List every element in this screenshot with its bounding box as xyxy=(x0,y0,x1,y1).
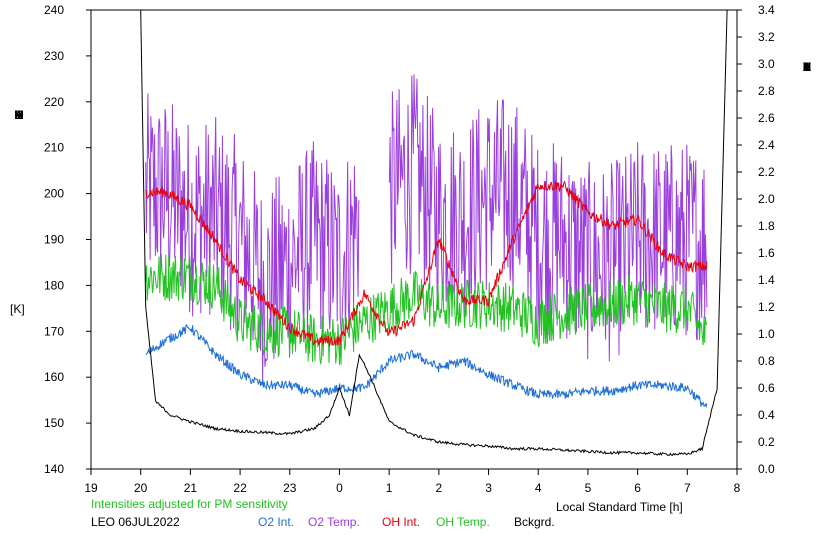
oh-int-line xyxy=(145,180,708,347)
axis-label-letter: T xyxy=(803,60,811,74)
y-right-tick-label: 1.2 xyxy=(758,300,775,314)
axis-label-letter: T xyxy=(15,108,23,122)
axis-label-letter: E xyxy=(802,60,811,74)
axis-label-letter: T xyxy=(803,60,811,74)
y-left-tick-label: 150 xyxy=(44,416,64,430)
oh-temp-line xyxy=(145,253,708,365)
y-left-tick-label: 160 xyxy=(44,370,64,384)
axis-label-letter: L xyxy=(803,60,811,74)
x-tick-label: 0 xyxy=(336,481,343,495)
y-right-tick-label: 3.2 xyxy=(758,30,775,44)
axis-label-letter: A xyxy=(802,60,811,74)
x-tick-label: 21 xyxy=(184,481,198,495)
axis-label-letter: T xyxy=(803,60,811,74)
axis-label-letter: M xyxy=(14,108,24,122)
x-tick-label: 23 xyxy=(283,481,297,495)
y-right-tick-label: 2.8 xyxy=(758,84,775,98)
x-tick-label: 19 xyxy=(84,481,98,495)
o2-temp-line xyxy=(145,74,708,381)
axis-label-letter: E xyxy=(802,60,811,74)
axis-label-letter: U xyxy=(14,108,24,122)
bckgrd-line xyxy=(140,9,728,456)
station-date-label: LEO 06JUL2022 xyxy=(91,515,180,529)
y-right-tick-label: 2.2 xyxy=(758,165,775,179)
y-left-tick-label: 210 xyxy=(44,141,64,155)
axis-label-letter: A xyxy=(14,108,23,122)
o2-int-line xyxy=(145,324,708,408)
y-right-tick-label: 0.6 xyxy=(758,381,775,395)
x-tick-label: 6 xyxy=(634,481,641,495)
y-right-tick-label: 0.2 xyxy=(758,435,775,449)
x-tick-label: 7 xyxy=(684,481,691,495)
axis-label-letter: Y xyxy=(802,60,811,74)
axis-label-letter: N xyxy=(802,60,812,74)
legend-oh-temp: OH Temp. xyxy=(436,515,490,529)
legend-o2-int: O2 Int. xyxy=(258,515,295,529)
y-right-tick-label: 3.4 xyxy=(758,3,775,17)
axis-label-letter: I xyxy=(805,60,809,74)
y-right-tick-label: 0.0 xyxy=(758,462,775,476)
y-right-tick-label: 1.6 xyxy=(758,246,775,260)
x-tick-label: 1 xyxy=(386,481,393,495)
axis-label-letter: R xyxy=(802,60,812,74)
axis-label-letter: I xyxy=(805,60,809,74)
axis-label-letter: R xyxy=(14,108,24,122)
legend-oh-int: OH Int. xyxy=(382,515,421,529)
axis-label-letter: I xyxy=(805,60,809,74)
legend-bckgrd: Bckgrd. xyxy=(514,515,555,529)
axis-label-letter: N xyxy=(802,60,812,74)
y-left-tick-label: 180 xyxy=(44,278,64,292)
y-right-tick-label: 2.4 xyxy=(758,138,775,152)
axis-label-letter: S xyxy=(802,60,811,74)
y-right-tick-label: 3.0 xyxy=(758,57,775,71)
axis-label-letter: P xyxy=(14,108,23,122)
x-tick-label: 2 xyxy=(436,481,443,495)
x-tick-label: 8 xyxy=(734,481,741,495)
y-right-tick-label: 0.4 xyxy=(758,408,775,422)
axis-label-letter: T xyxy=(15,108,23,122)
y-left-tick-label: 170 xyxy=(44,324,64,338)
x-tick-label: 20 xyxy=(134,481,148,495)
x-axis-label: Local Standard Time [h] xyxy=(556,500,683,514)
axis-label-letter: R xyxy=(14,108,24,122)
axis-label-letter: E xyxy=(14,108,23,122)
axis-label-letter: E xyxy=(14,108,23,122)
x-tick-label: 22 xyxy=(233,481,247,495)
axis-label-letter: E xyxy=(802,60,811,74)
y-left-tick-label: 230 xyxy=(44,49,64,63)
axis-label-letter: V xyxy=(802,60,811,74)
axis-label-letter: E xyxy=(14,108,23,122)
y-right-tick-label: 1.4 xyxy=(758,273,775,287)
y-right-tick-label: 2.0 xyxy=(758,192,775,206)
y-left-tick-label: 200 xyxy=(44,187,64,201)
sensitivity-note: Intensities adjusted for PM sensitivity xyxy=(91,497,288,511)
y-right-tick-label: 0.8 xyxy=(758,354,775,368)
legend-o2-temp: O2 Temp. xyxy=(308,515,360,529)
y-left-tick-label: 220 xyxy=(44,95,64,109)
x-tick-label: 4 xyxy=(535,481,542,495)
x-tick-label: 5 xyxy=(585,481,592,495)
y-left-tick-label: 240 xyxy=(44,3,64,17)
y-axis-unit-left: [K] xyxy=(10,302,25,316)
y-right-tick-label: 2.6 xyxy=(758,111,775,125)
y-right-tick-label: 1.0 xyxy=(758,327,775,341)
x-tick-label: 3 xyxy=(485,481,492,495)
y-right-tick-label: 1.8 xyxy=(758,219,775,233)
y-left-tick-label: 140 xyxy=(44,462,64,476)
y-left-tick-label: 190 xyxy=(44,233,64,247)
